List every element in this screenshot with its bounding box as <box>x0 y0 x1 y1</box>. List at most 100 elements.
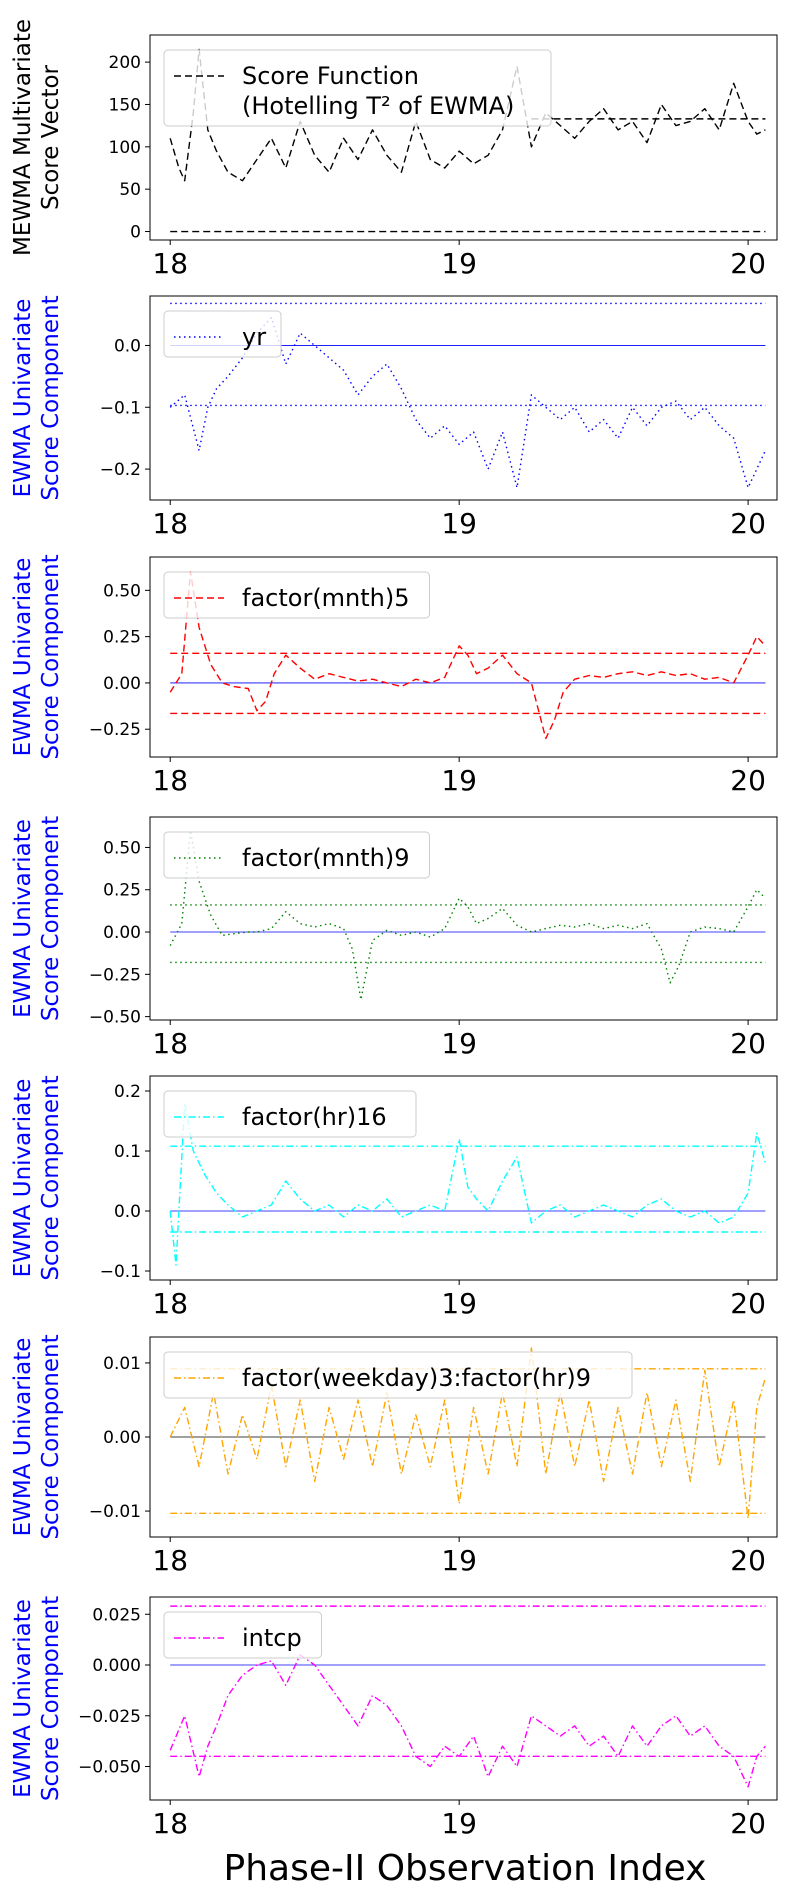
legend-box <box>163 571 430 619</box>
y-axis-label: EWMA UnivariateScore Component <box>10 1334 64 1539</box>
series-line-1 <box>169 571 766 740</box>
y-tick-label: 0.25 <box>103 881 141 901</box>
y-tick-label: 0.50 <box>103 838 141 858</box>
y-axis-label: EWMA UnivariateScore Component <box>10 1596 64 1801</box>
legend-label: factor(mnth)9 <box>242 844 410 872</box>
y-tick-label: 0.00 <box>103 674 141 694</box>
legend-label: factor(weekday)3:factor(hr)9 <box>242 1364 591 1392</box>
y-axis-label-line: Score Component <box>38 1596 64 1801</box>
x-tick-label: 19 <box>441 1027 477 1060</box>
y-axis-label-line: EWMA Univariate <box>10 819 36 1018</box>
y-tick-label: −0.50 <box>89 1008 141 1028</box>
y-tick-label: 0.000 <box>92 1656 141 1676</box>
y-axis-label-line: EWMA Univariate <box>10 558 36 757</box>
y-axis-label: EWMA UnivariateScore Component <box>10 816 64 1021</box>
y-axis-label: MEWMA MultivariateScore Vector <box>10 19 64 256</box>
x-tick-label: 19 <box>441 247 477 280</box>
legend: Score Function(Hotelling T² of EWMA) <box>163 49 552 127</box>
y-tick-label: 0.025 <box>92 1605 141 1625</box>
y-tick-label: 100 <box>109 138 141 158</box>
legend-box <box>163 831 430 879</box>
x-tick-label: 20 <box>730 507 766 540</box>
legend: yr <box>163 310 282 358</box>
legend-label: factor(mnth)5 <box>242 584 410 612</box>
y-tick-label: 0.50 <box>103 581 141 601</box>
plot-frame <box>149 34 778 241</box>
y-axis-label-line: MEWMA Multivariate <box>10 19 36 256</box>
series-line-1 <box>169 48 766 182</box>
x-tick-label: 18 <box>152 1807 188 1840</box>
y-axis-label: EWMA UnivariateScore Component <box>10 295 64 500</box>
y-axis-label-line: Score Component <box>38 295 64 500</box>
x-tick-label: 19 <box>441 764 477 797</box>
y-tick-label: 0.25 <box>103 628 141 648</box>
y-axis-label: EWMA UnivariateScore Component <box>10 554 64 759</box>
legend-label: Score Function <box>242 62 419 90</box>
y-axis-label-line: EWMA Univariate <box>10 1599 36 1798</box>
legend-box <box>163 1611 322 1659</box>
y-tick-label: −0.025 <box>78 1707 141 1727</box>
y-tick-label: 0.2 <box>114 1082 141 1102</box>
plot-area <box>169 1605 766 1788</box>
legend-box <box>163 49 552 127</box>
legend-label: (Hotelling T² of EWMA) <box>242 92 514 120</box>
y-axis-label-line: EWMA Univariate <box>10 1338 36 1537</box>
x-tick-label: 18 <box>152 1544 188 1577</box>
chart-panel-5: −0.1 0.0 0.1 0.2 18 19 20 EWMA UnivariateScore … <box>10 1075 778 1320</box>
y-tick-label: −0.050 <box>78 1758 141 1778</box>
y-tick-label: −0.01 <box>89 1502 141 1522</box>
plot-area <box>169 48 766 233</box>
x-tick-label: 18 <box>152 764 188 797</box>
plot-frame <box>149 1596 778 1801</box>
legend: intcp <box>163 1611 322 1659</box>
y-axis-label: EWMA UnivariateScore Component <box>10 1075 64 1280</box>
series-line-1 <box>169 316 767 489</box>
y-axis-label-line: Score Vector <box>38 64 64 210</box>
chart-panel-2: −0.2 −0.1 0.0 18 19 20 EWMA UnivariateScore Co… <box>10 295 778 540</box>
y-axis-label-line: Score Component <box>38 816 64 1021</box>
legend-box <box>163 1351 633 1399</box>
x-tick-label: 20 <box>730 1544 766 1577</box>
legend: factor(mnth)5 <box>163 571 430 619</box>
y-tick-label: −0.25 <box>89 965 141 985</box>
y-tick-label: 0.00 <box>103 923 141 943</box>
y-tick-label: 0.0 <box>114 336 141 356</box>
x-tick-label: 19 <box>441 1287 477 1320</box>
y-tick-label: 150 <box>109 95 141 115</box>
y-tick-label: −0.1 <box>100 398 141 418</box>
chart-panel-3: −0.25 0.00 0.25 0.50 18 19 20 EWMA UnivariateSc… <box>10 554 778 797</box>
y-axis-label-line: EWMA Univariate <box>10 299 36 498</box>
y-tick-label: −0.2 <box>100 460 141 480</box>
x-axis-label: Phase-II Observation Index <box>224 1848 707 1889</box>
plot-area <box>169 571 766 740</box>
x-tick-label: 19 <box>441 507 477 540</box>
y-tick-label: 200 <box>109 53 141 73</box>
y-axis-label-line: Score Component <box>38 1075 64 1280</box>
x-tick-label: 19 <box>441 1807 477 1840</box>
x-tick-label: 18 <box>152 507 188 540</box>
x-tick-label: 20 <box>730 1807 766 1840</box>
chart-panel-4: −0.50 −0.25 0.00 0.25 0.50 18 19 20 EWMA Univari… <box>10 816 778 1060</box>
legend-box <box>163 310 282 358</box>
legend: factor(weekday)3:factor(hr)9 <box>163 1351 633 1399</box>
legend: factor(hr)16 <box>163 1090 417 1138</box>
x-tick-label: 18 <box>152 1287 188 1320</box>
legend: factor(mnth)9 <box>163 831 430 879</box>
plot-frame <box>149 1075 778 1281</box>
x-tick-label: 20 <box>730 1027 766 1060</box>
x-tick-label: 20 <box>730 247 766 280</box>
x-tick-label: 20 <box>730 1287 766 1320</box>
legend-label: intcp <box>242 1624 302 1652</box>
series-line-1 <box>169 1654 766 1788</box>
y-axis-label-line: Score Component <box>38 554 64 759</box>
legend-label: yr <box>242 323 266 351</box>
chart-panel-7: −0.050 −0.025 0.000 0.025 18 19 20 EWMA Univari… <box>10 1596 778 1840</box>
legend-label: factor(hr)16 <box>242 1103 387 1131</box>
y-tick-label: −0.1 <box>100 1262 141 1282</box>
y-axis-label-line: Score Component <box>38 1334 64 1539</box>
x-tick-label: 18 <box>152 1027 188 1060</box>
